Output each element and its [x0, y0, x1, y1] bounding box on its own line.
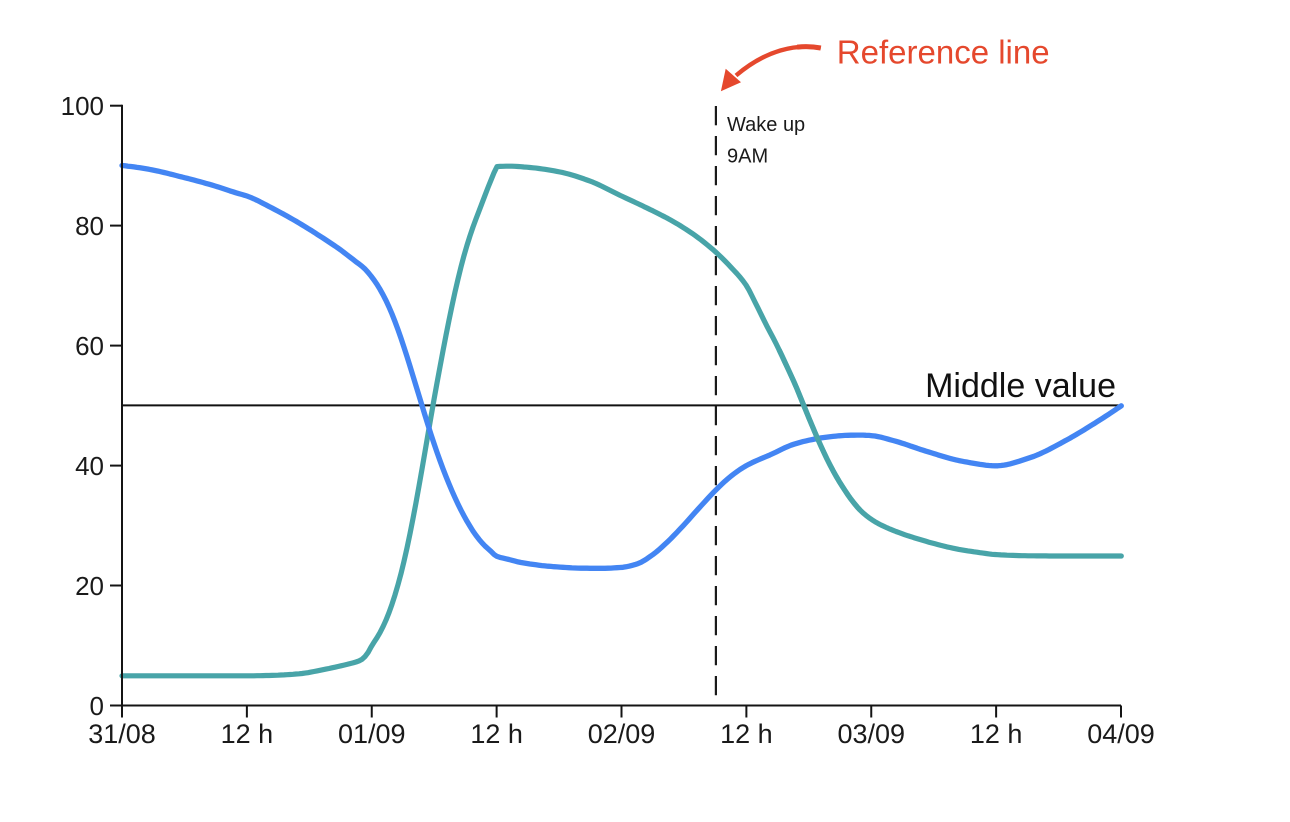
svg-text:Middle value: Middle value [925, 367, 1116, 405]
svg-text:60: 60 [75, 331, 104, 361]
svg-text:01/09: 01/09 [338, 719, 406, 749]
svg-text:40: 40 [75, 451, 104, 481]
svg-text:04/09: 04/09 [1087, 719, 1155, 749]
svg-text:Reference line: Reference line [837, 34, 1050, 71]
svg-text:12 h: 12 h [221, 719, 274, 749]
svg-text:12 h: 12 h [970, 719, 1023, 749]
svg-text:12 h: 12 h [470, 719, 523, 749]
svg-text:02/09: 02/09 [588, 719, 656, 749]
svg-text:03/09: 03/09 [837, 719, 905, 749]
svg-text:80: 80 [75, 211, 104, 241]
svg-text:12 h: 12 h [720, 719, 773, 749]
svg-text:9AM: 9AM [727, 146, 768, 168]
svg-text:31/08: 31/08 [88, 719, 156, 749]
svg-text:0: 0 [90, 691, 104, 721]
svg-text:20: 20 [75, 571, 104, 601]
svg-text:Wake up: Wake up [727, 114, 805, 136]
svg-text:100: 100 [61, 91, 104, 121]
